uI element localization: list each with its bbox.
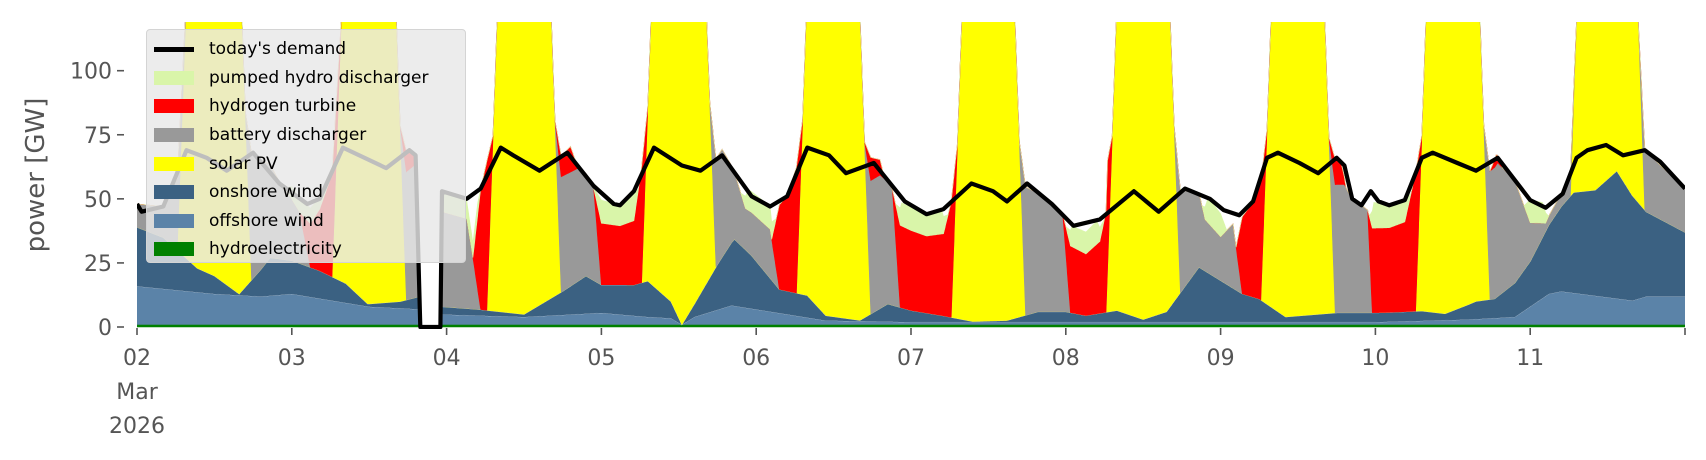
x-tick-label: 11 [1516,346,1544,371]
y-tick-label: 100 [70,60,112,85]
y-axis-label: power [GW] [21,98,51,253]
legend-item-offshore: offshore wind [147,207,465,236]
y-tick-label: 25 [84,252,112,277]
legend-label: offshore wind [209,210,324,231]
x-tick-label: 05 [587,346,615,371]
legend-item-hydrogen: hydrogen turbine [147,92,465,121]
legend-label: pumped hydro discharger [209,67,429,88]
legend-item-onshore: onshore wind [147,178,465,207]
x-tick-label: 02 [123,346,151,371]
legend-label: hydrogen turbine [209,96,357,117]
legend-swatch-hydro [154,242,194,257]
stacked-areas [137,22,1685,328]
x-tick-label: 09 [1207,346,1235,371]
legend-item-pumped-hydro: pumped hydro discharger [147,64,465,93]
x-tick-label: 06 [742,346,770,371]
legend-item-demand: today's demand [147,35,465,64]
legend-label: battery discharger [209,125,367,146]
legend-item-battery: battery discharger [147,121,465,150]
legend-label: hydroelectricity [209,239,342,260]
area-solar-pv [137,22,1685,328]
x-tick-label: 2026 [109,414,165,439]
legend-swatch-offshore [154,213,194,228]
legend-label: solar PV [209,153,278,174]
legend-line-demand [154,46,194,52]
y-axis: 0 25 50 75 100 [70,60,124,341]
y-tick-label: 0 [98,316,112,341]
legend-swatch-solar [154,156,194,171]
legend-item-hydro: hydroelectricity [147,235,465,264]
legend-swatch-battery [154,128,194,143]
x-tick-label: 03 [278,346,306,371]
legend-label: onshore wind [209,182,323,203]
legend: today's demand pumped hydro discharger h… [146,29,466,263]
legend-label: today's demand [209,39,347,60]
x-tick-label: 07 [897,346,925,371]
area-hydroelectricity [137,324,1685,328]
y-tick-label: 50 [84,188,112,213]
x-tick-label: 08 [1052,346,1080,371]
legend-swatch-onshore [154,185,194,200]
legend-swatch-pumped-hydro [154,70,194,85]
y-tick-label: 75 [84,124,112,149]
x-tick-label: 10 [1361,346,1389,371]
legend-swatch-hydrogen [154,99,194,114]
x-axis: 02 Mar 2026 03 04 05 06 07 08 09 10 11 [109,328,1686,439]
area-hydrogen-turbine [137,22,1685,328]
legend-item-solar: solar PV [147,149,465,178]
x-tick-label: Mar [116,380,158,405]
x-tick-label: 04 [433,346,461,371]
